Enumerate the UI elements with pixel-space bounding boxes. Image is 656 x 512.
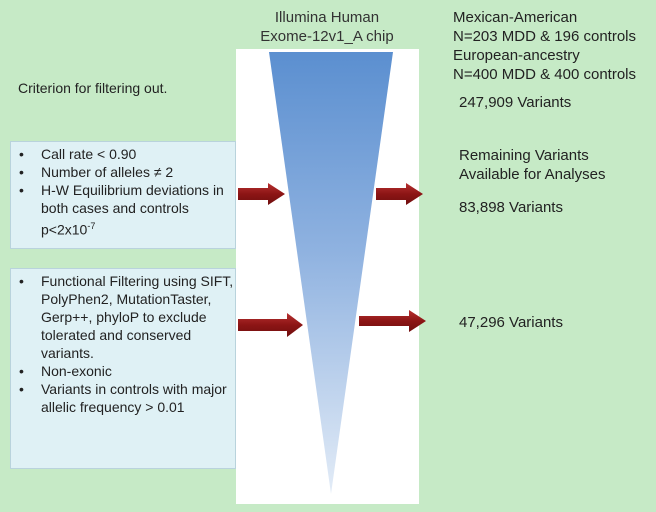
funnel-triangle — [269, 52, 393, 494]
filter-item-text: H-W Equilibrium deviations in both cases… — [41, 182, 224, 238]
variants-after-functional: 47,296 Variants — [459, 314, 563, 331]
p-value-exponent: -7 — [87, 221, 96, 231]
filter-list-qc: Call rate < 0.90 Number of alleles ≠ 2 H… — [11, 145, 235, 239]
population-line-4: N=400 MDD & 400 controls — [453, 66, 637, 83]
filter-item: Call rate < 0.90 — [11, 145, 235, 163]
population-line-1: Mexican-American — [453, 9, 578, 26]
filter-box-functional: Functional Filtering using SIFT, PolyPhe… — [10, 268, 236, 469]
filter-item: H-W Equilibrium deviations in both cases… — [11, 181, 235, 239]
arrow-right-icon — [359, 310, 426, 332]
chip-title: Illumina Human Exome-12v1_A chip — [238, 8, 416, 46]
variants-after-qc: 83,898 Variants — [459, 199, 563, 216]
chip-title-line2: Exome-12v1_A chip — [260, 28, 394, 45]
arrow-right-icon — [238, 183, 285, 205]
arrow-right-icon — [376, 183, 423, 205]
filter-item: Non-exonic — [11, 362, 235, 380]
filter-list-functional: Functional Filtering using SIFT, PolyPhe… — [11, 272, 235, 416]
remaining-label-line2: Available for Analyses — [459, 166, 606, 183]
filter-item-text: Non-exonic — [41, 363, 112, 379]
remaining-label-line1: Remaining Variants — [459, 147, 589, 164]
filter-item-text: Variants in controls with major allelic … — [41, 381, 227, 415]
filter-item-text: Number of alleles ≠ 2 — [41, 164, 174, 180]
filter-item: Number of alleles ≠ 2 — [11, 163, 235, 181]
filter-item: Functional Filtering using SIFT, PolyPhe… — [11, 272, 235, 362]
population-line-2: N=203 MDD & 196 controls — [453, 28, 637, 45]
criterion-label: Criterion for filtering out. — [18, 80, 168, 96]
filter-item-text: Call rate < 0.90 — [41, 146, 137, 162]
variants-initial: 247,909 Variants — [459, 94, 572, 111]
population-line-3: European-ancestry — [453, 47, 580, 64]
filter-box-qc: Call rate < 0.90 Number of alleles ≠ 2 H… — [10, 141, 236, 249]
remaining-label: Remaining Variants Available for Analyse… — [459, 146, 605, 184]
filter-item: Variants in controls with major allelic … — [11, 380, 235, 416]
arrow-right-icon — [238, 313, 303, 337]
filter-item-text: Functional Filtering using SIFT, PolyPhe… — [41, 273, 234, 361]
chip-title-line1: Illumina Human — [274, 9, 380, 26]
